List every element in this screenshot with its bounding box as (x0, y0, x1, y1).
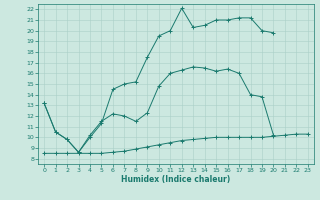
X-axis label: Humidex (Indice chaleur): Humidex (Indice chaleur) (121, 175, 231, 184)
